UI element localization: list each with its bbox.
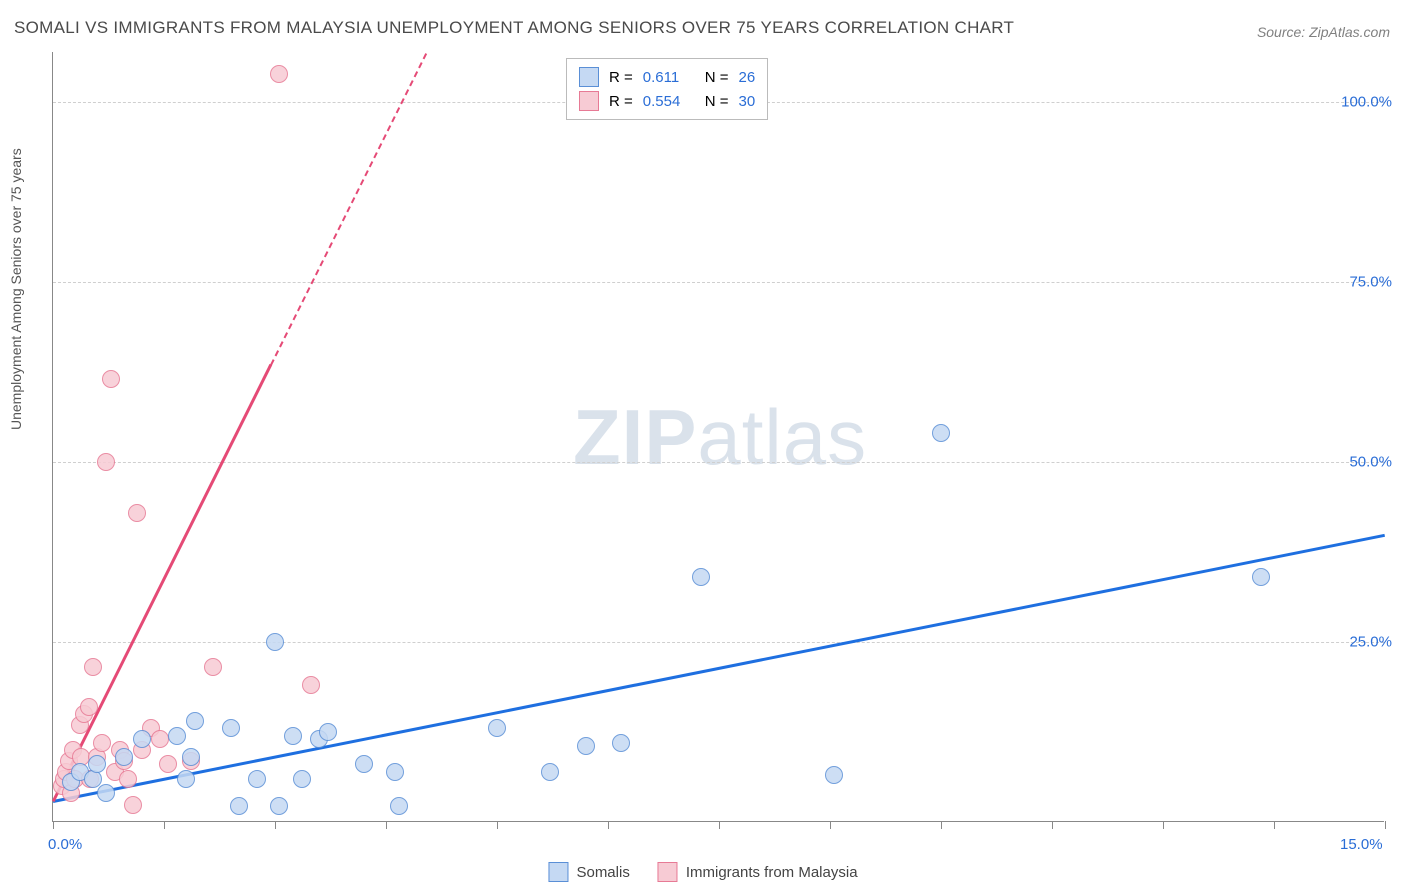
data-point-malaysia	[119, 770, 137, 788]
tick-v	[1385, 821, 1386, 829]
data-point-malaysia	[151, 730, 169, 748]
data-point-somalis	[1252, 568, 1270, 586]
legend-item-malaysia: Immigrants from Malaysia	[658, 862, 858, 882]
tick-v	[164, 821, 165, 829]
data-point-somalis	[266, 633, 284, 651]
chart-title: SOMALI VS IMMIGRANTS FROM MALAYSIA UNEMP…	[14, 18, 1014, 38]
watermark-zip: ZIP	[573, 393, 697, 481]
gridline-h	[53, 462, 1384, 463]
swatch-malaysia	[579, 91, 599, 111]
data-point-malaysia	[204, 658, 222, 676]
data-point-somalis	[488, 719, 506, 737]
data-point-somalis	[612, 734, 630, 752]
data-point-malaysia	[159, 755, 177, 773]
data-point-somalis	[319, 723, 337, 741]
data-point-malaysia	[84, 658, 102, 676]
n-label: N =	[705, 69, 729, 86]
data-point-somalis	[541, 763, 559, 781]
r-label: R =	[609, 93, 633, 110]
data-point-somalis	[692, 568, 710, 586]
r-label: R =	[609, 69, 633, 86]
tick-v	[830, 821, 831, 829]
y-tick-label: 25.0%	[1349, 634, 1392, 651]
data-point-somalis	[168, 727, 186, 745]
n-label: N =	[705, 93, 729, 110]
watermark: ZIPatlas	[573, 392, 867, 483]
swatch-somalis	[579, 67, 599, 87]
x-tick-label: 15.0%	[1340, 836, 1383, 853]
data-point-somalis	[230, 797, 248, 815]
data-point-malaysia	[80, 698, 98, 716]
y-tick-label: 75.0%	[1349, 274, 1392, 291]
data-point-somalis	[88, 755, 106, 773]
trend-line	[270, 53, 427, 366]
legend-item-somalis: Somalis	[548, 862, 629, 882]
data-point-somalis	[932, 424, 950, 442]
data-point-somalis	[386, 763, 404, 781]
tick-v	[608, 821, 609, 829]
trend-line	[53, 534, 1385, 803]
r-value-malaysia: 0.554	[643, 93, 695, 110]
tick-v	[386, 821, 387, 829]
tick-v	[1163, 821, 1164, 829]
data-point-somalis	[284, 727, 302, 745]
data-point-malaysia	[97, 453, 115, 471]
tick-v	[941, 821, 942, 829]
r-value-somalis: 0.611	[643, 69, 695, 86]
tick-v	[1052, 821, 1053, 829]
data-point-malaysia	[128, 504, 146, 522]
gridline-h	[53, 282, 1384, 283]
data-point-somalis	[115, 748, 133, 766]
n-value-malaysia: 30	[739, 93, 756, 110]
plot-area: ZIPatlas	[52, 52, 1384, 822]
x-tick-label: 0.0%	[48, 836, 82, 853]
data-point-somalis	[177, 770, 195, 788]
y-tick-label: 50.0%	[1349, 454, 1392, 471]
data-point-somalis	[293, 770, 311, 788]
data-point-somalis	[577, 737, 595, 755]
data-point-somalis	[270, 797, 288, 815]
tick-v	[275, 821, 276, 829]
y-axis-label: Unemployment Among Seniors over 75 years	[8, 148, 24, 430]
data-point-somalis	[248, 770, 266, 788]
tick-v	[1274, 821, 1275, 829]
data-point-somalis	[355, 755, 373, 773]
gridline-h	[53, 642, 1384, 643]
data-point-somalis	[182, 748, 200, 766]
data-point-somalis	[97, 784, 115, 802]
legend-series: Somalis Immigrants from Malaysia	[548, 862, 857, 882]
y-tick-label: 100.0%	[1341, 94, 1392, 111]
swatch-somalis-b	[548, 862, 568, 882]
legend-stats: R = 0.611 N = 26 R = 0.554 N = 30	[566, 58, 768, 120]
data-point-malaysia	[124, 796, 142, 814]
tick-v	[719, 821, 720, 829]
data-point-malaysia	[302, 676, 320, 694]
data-point-somalis	[825, 766, 843, 784]
data-point-somalis	[222, 719, 240, 737]
legend-label-malaysia: Immigrants from Malaysia	[686, 864, 858, 881]
n-value-somalis: 26	[739, 69, 756, 86]
swatch-malaysia-b	[658, 862, 678, 882]
tick-v	[497, 821, 498, 829]
data-point-somalis	[186, 712, 204, 730]
data-point-somalis	[133, 730, 151, 748]
data-point-malaysia	[93, 734, 111, 752]
watermark-atlas: atlas	[697, 393, 867, 481]
legend-stats-row-malaysia: R = 0.554 N = 30	[579, 89, 755, 113]
legend-stats-row-somalis: R = 0.611 N = 26	[579, 65, 755, 89]
data-point-malaysia	[270, 65, 288, 83]
legend-label-somalis: Somalis	[576, 864, 629, 881]
source-label: Source: ZipAtlas.com	[1257, 24, 1390, 40]
data-point-somalis	[390, 797, 408, 815]
data-point-malaysia	[102, 370, 120, 388]
tick-v	[53, 821, 54, 829]
